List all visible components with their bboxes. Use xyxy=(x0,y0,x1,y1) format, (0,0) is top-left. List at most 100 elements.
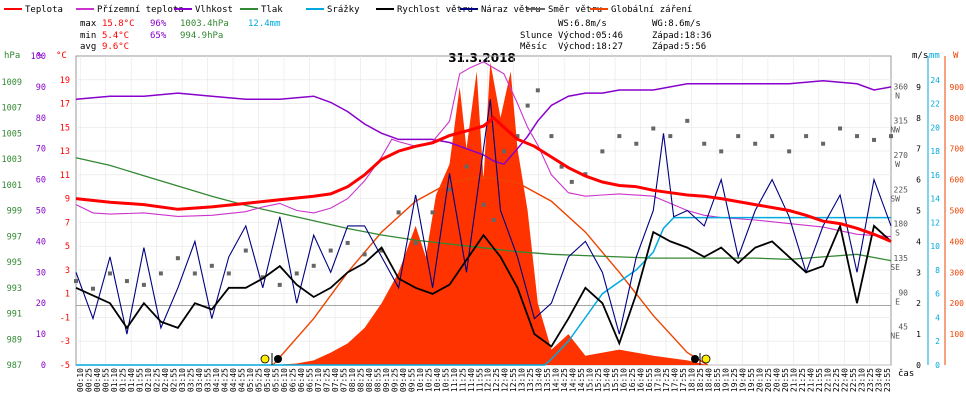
wind-dir-point xyxy=(158,271,163,276)
y-tick-label: 19 xyxy=(60,76,70,86)
x-tick-label: 04:40 xyxy=(229,368,238,392)
dir-tick-label: 45 xyxy=(898,323,908,332)
x-tick-label: 20:40 xyxy=(772,368,781,392)
x-tick-label: 22:10 xyxy=(823,368,832,392)
wind-dir-point xyxy=(396,210,401,215)
x-tick-label: 06:40 xyxy=(297,368,306,392)
y-tick-label: 0 xyxy=(41,361,46,371)
x-tick-label: 14:25 xyxy=(560,368,569,392)
x-tick-label: 16:10 xyxy=(620,368,629,392)
legend-label: Globální záření xyxy=(611,5,692,15)
wind-dir-point xyxy=(464,164,469,169)
dir-tick-label: 360 xyxy=(894,82,909,91)
x-tick-label: 09:10 xyxy=(382,368,391,392)
y-tick-label: -1 xyxy=(60,313,70,323)
wind-dir-point xyxy=(685,118,690,123)
wind-dir-point xyxy=(260,275,265,280)
x-tick-label: 14:10 xyxy=(552,368,561,392)
x-tick-label: 05:25 xyxy=(255,368,264,392)
wind-dir-point xyxy=(804,134,809,139)
x-tick-label: 02:55 xyxy=(170,368,179,392)
dir-tick-label: E xyxy=(895,297,900,306)
x-tick-label: 20:55 xyxy=(781,368,790,392)
moon-rise: Východ:18:27 xyxy=(558,42,623,52)
sun-set: Západ:18:36 xyxy=(652,31,712,41)
wind-dir-point xyxy=(787,149,792,154)
legend-label: Vlhkost xyxy=(195,5,233,15)
y-tick-label: 1 xyxy=(916,330,921,339)
x-tick-label: 23:40 xyxy=(874,368,883,392)
wind-speed-line xyxy=(75,222,892,348)
wind-gust-max: WG:8.6m/s xyxy=(652,19,701,29)
wind-dir-point xyxy=(175,256,180,261)
x-tick-label: 13:40 xyxy=(535,368,544,392)
x-tick-label: 01:10 xyxy=(110,368,119,392)
x-tick-label: 20:10 xyxy=(755,368,764,392)
y-tick-label: 1005 xyxy=(2,129,22,139)
y-tick-label: 997 xyxy=(7,232,22,242)
wind-dir-point xyxy=(362,252,367,257)
x-tick-label: 03:40 xyxy=(195,368,204,392)
y-tick-label: 2 xyxy=(935,337,940,346)
y-tick-label: 100 xyxy=(950,330,965,339)
x-tick-label: 04:25 xyxy=(221,368,230,392)
x-tick-label: 23:10 xyxy=(857,368,866,392)
info-block: WS:6.8m/s WG:8.6m/s Slunce Východ:05:46 … xyxy=(520,19,712,52)
legend-label: Tlak xyxy=(261,5,283,15)
min-pressure: 994.9hPa xyxy=(180,31,223,41)
wind-dir-point xyxy=(583,172,588,177)
y-tick-label: 5 xyxy=(65,242,70,252)
x-tick-label: 12:10 xyxy=(484,368,493,392)
right-axes: 360N315NW270W225SW180S135SE90E45NE987654… xyxy=(890,56,964,370)
x-tick-label: 17:40 xyxy=(671,368,680,392)
y-tick-label: 90 xyxy=(36,83,46,93)
x-tick-label: 15:55 xyxy=(611,368,620,392)
wind-dir-point xyxy=(90,286,95,291)
y-tick-label: 22 xyxy=(930,100,940,109)
y-tick-label: 9 xyxy=(916,83,921,92)
temperature-line xyxy=(75,115,892,243)
x-tick-label: 06:55 xyxy=(305,368,314,392)
y-tick-label: 10 xyxy=(36,330,46,340)
y-tick-label: 700 xyxy=(950,145,965,154)
x-tick-label: 15:25 xyxy=(594,368,603,392)
y-tick-label: 1001 xyxy=(2,181,22,191)
x-tick-label: 07:25 xyxy=(322,368,331,392)
y-tick-label: 30 xyxy=(36,268,46,278)
x-tick-label: 10:25 xyxy=(424,368,433,392)
legend-label: Přízemní teplota xyxy=(97,5,184,15)
dir-tick-label: 315 xyxy=(894,117,909,126)
moon-label: Měsíc xyxy=(520,42,547,52)
wind-dir-point xyxy=(569,179,574,184)
y-tick-label: 5 xyxy=(916,207,921,216)
y-tick-label: 6 xyxy=(935,290,940,299)
wind-gust-line xyxy=(75,99,892,335)
wind-dir-point xyxy=(872,137,877,142)
pressure-line xyxy=(75,157,892,262)
x-tick-label: 06:25 xyxy=(288,368,297,392)
radiation-theoretical-line xyxy=(272,175,708,366)
y-tick-label: 16 xyxy=(930,171,940,180)
y-tick-label: 987 xyxy=(7,361,22,371)
wind-dir-point xyxy=(855,134,860,139)
y-tick-label: 3 xyxy=(916,268,921,277)
min-humidity: 65% xyxy=(150,31,167,41)
sun-moon-markers xyxy=(260,353,711,365)
x-tick-label: 00:10 xyxy=(76,368,85,392)
legend-label: Náraz větru xyxy=(481,5,541,15)
legend-label: Srážky xyxy=(327,5,360,15)
wind-dir-point xyxy=(243,248,248,253)
stats-block: max 15.8°C 96% 1003.4hPa 12.4mm min 5.4°… xyxy=(80,19,281,52)
wind-dir-point xyxy=(889,134,893,139)
y-tick-label: 200 xyxy=(950,299,965,308)
x-tick-label: 19:25 xyxy=(730,368,739,392)
x-tick-label: 11:55 xyxy=(475,368,484,392)
y-tick-label: 991 xyxy=(7,310,22,320)
rain-line xyxy=(76,216,891,366)
y-tick-label: 100 xyxy=(31,52,46,62)
x-axis-label: čas xyxy=(898,368,914,379)
x-tick-label: 18:10 xyxy=(687,368,696,392)
dir-tick-label: 270 xyxy=(894,151,909,160)
x-tick-label: 19:10 xyxy=(721,368,730,392)
